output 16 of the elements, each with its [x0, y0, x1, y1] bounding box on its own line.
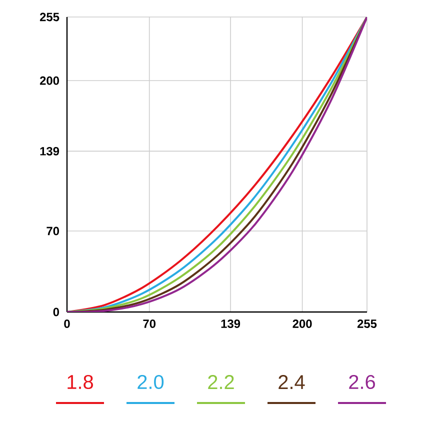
y-tick-label: 200	[40, 76, 59, 85]
x-tick-label: 200	[292, 320, 312, 328]
line-series	[67, 16, 368, 312]
text: 2.0	[138, 374, 164, 390]
text: 2.4	[278, 375, 305, 389]
text: 2.6	[349, 374, 375, 390]
y-tick-label: 139	[40, 146, 60, 156]
y-tick-label: 70	[46, 226, 59, 236]
x-tick-label: 255	[357, 320, 377, 328]
y-tick-label: 0	[53, 308, 59, 316]
text: 1.8	[68, 374, 93, 390]
y-tick-label: 255	[40, 12, 60, 22]
x-tick-label: 139	[221, 320, 240, 328]
text: 2.2	[208, 375, 234, 389]
x-tick-label: 70	[143, 320, 156, 328]
x-tick-label: 0	[64, 320, 70, 328]
